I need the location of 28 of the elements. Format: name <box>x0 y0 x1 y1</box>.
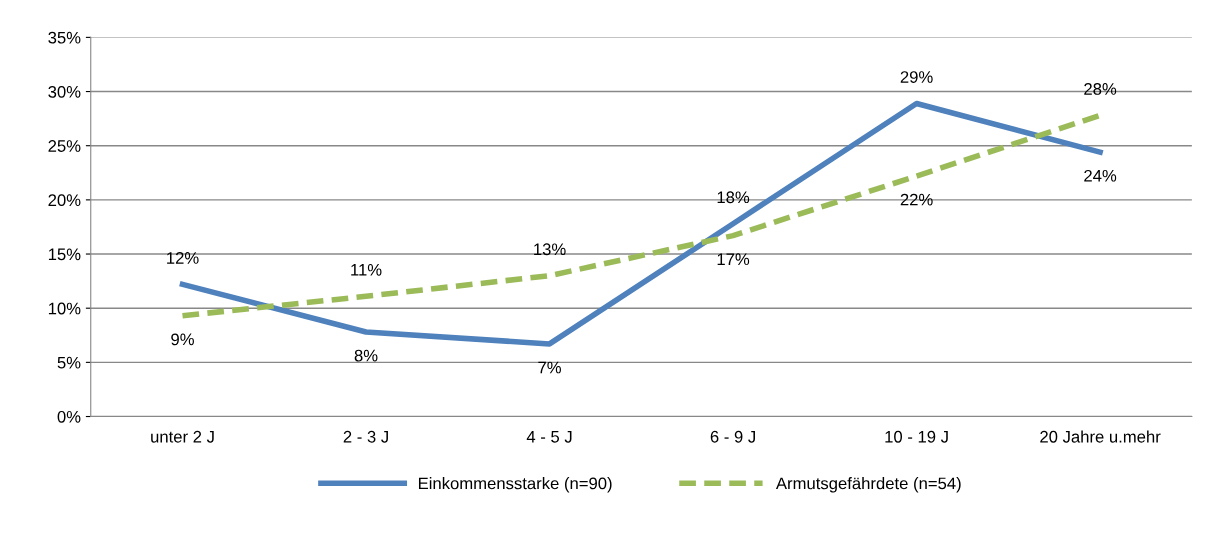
data-label: 18% <box>717 191 750 204</box>
x-tick-label: unter 2 J <box>151 430 214 443</box>
data-label: 29% <box>900 71 933 83</box>
data-label: 24% <box>1084 169 1117 182</box>
legend-label: Einkommensstarke (n=90) <box>418 477 612 493</box>
data-label: 8% <box>354 349 378 362</box>
data-label: 17% <box>717 253 750 266</box>
data-label: 28% <box>1084 83 1117 95</box>
x-tick-label: 2 - 3 J <box>343 430 388 443</box>
data-label: 12% <box>167 252 199 264</box>
x-tick-label: 10 - 19 J <box>885 430 948 443</box>
data-label: 22% <box>900 193 933 206</box>
y-tick-label: 35% <box>48 31 81 44</box>
data-label: 13% <box>534 243 566 256</box>
y-tick-label: 5% <box>57 356 81 369</box>
y-tick-label: 15% <box>48 248 81 261</box>
y-tick-label: 20% <box>48 194 81 207</box>
data-label: 7% <box>538 361 561 374</box>
legend-label: Armutsgefährdete (n=54) <box>775 477 961 493</box>
x-tick-label: 20 Jahre u.mehr <box>1040 430 1161 443</box>
y-tick-label: 25% <box>48 140 81 152</box>
y-tick-label: 30% <box>48 85 81 98</box>
y-tick-label: 0% <box>57 410 81 423</box>
x-tick-label: 4 - 5 J <box>526 431 572 443</box>
x-tick-label: 6 - 9 J <box>710 430 755 443</box>
data-label: 9% <box>171 333 194 346</box>
y-tick-label: 10% <box>48 302 81 315</box>
data-label: 11% <box>351 264 382 276</box>
